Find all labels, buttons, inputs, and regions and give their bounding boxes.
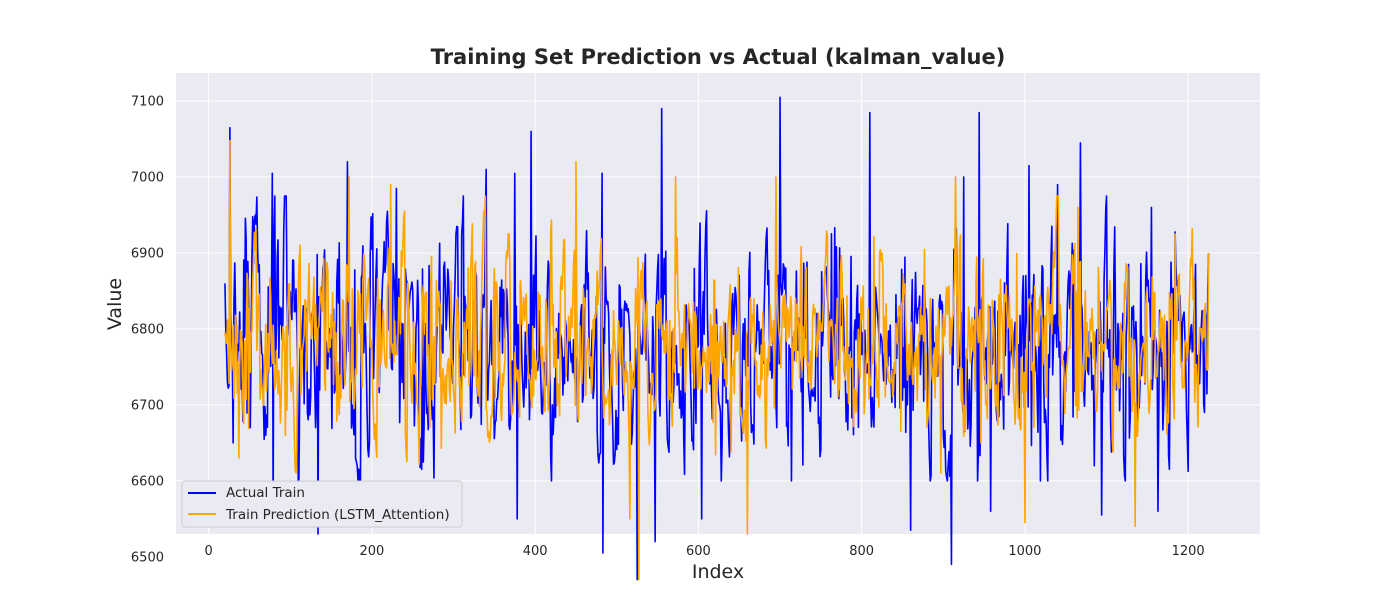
x-tick-label: 1000 <box>1008 544 1041 559</box>
y-axis-ticks: 6500 6600 6700 6800 6900 7000 7100 <box>131 95 164 566</box>
legend-box <box>181 480 463 528</box>
x-tick-label: 0 <box>205 544 213 559</box>
series-lines <box>224 96 1210 581</box>
y-axis-label: Value <box>104 278 126 330</box>
x-tick-label: 800 <box>849 544 874 559</box>
x-axis-ticks: 0 200 400 600 800 1000 1200 <box>205 544 1205 559</box>
y-tick-label: 7100 <box>131 95 164 110</box>
y-tick-label: 6600 <box>131 474 164 489</box>
y-tick-label: 6700 <box>131 398 164 413</box>
chart-title: Training Set Prediction vs Actual (kalma… <box>431 45 1006 69</box>
y-tick-label: 6800 <box>131 322 164 337</box>
x-tick-label: 1200 <box>1172 544 1205 559</box>
legend: Actual Train Train Prediction (LSTM_Atte… <box>181 480 463 528</box>
series-line-train-prediction <box>224 139 1210 581</box>
y-tick-label: 6500 <box>131 550 164 565</box>
y-tick-label: 7000 <box>131 171 164 186</box>
x-tick-label: 200 <box>359 544 384 559</box>
x-tick-label: 600 <box>686 544 711 559</box>
y-tick-label: 6900 <box>131 246 164 261</box>
legend-label-actual-train: Actual Train <box>226 485 305 501</box>
x-tick-label: 400 <box>523 544 548 559</box>
legend-label-train-prediction: Train Prediction (LSTM_Attention) <box>225 507 450 523</box>
x-axis-label: Index <box>692 561 744 583</box>
